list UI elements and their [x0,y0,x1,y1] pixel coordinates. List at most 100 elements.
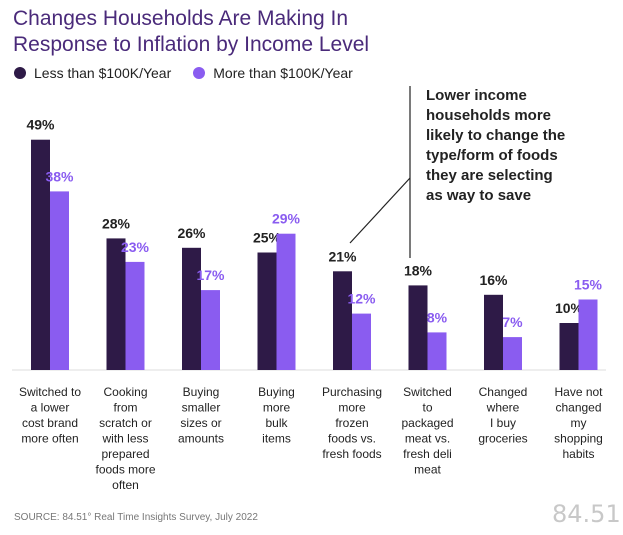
category-label-line: my [571,416,587,430]
category-label-line: foods more [95,463,155,477]
legend-item-low-income: Less than $100K/Year [14,65,171,81]
category-label-line: more often [21,432,78,446]
category-label-2: Buying smaller sizes or amounts [178,385,224,446]
category-label-line: where [486,401,520,415]
category-label-line: fresh foods [322,447,381,461]
category-label-line: items [262,432,291,446]
data-label-low-income-7: 10% [555,300,584,316]
data-label-low-income-6: 16% [479,272,508,288]
legend-swatch-high-income [193,67,206,79]
legend-swatch-low-income [14,67,26,79]
data-label-low-income-4: 21% [328,248,357,264]
category-label-line: more [263,401,291,415]
bar-high-income-7 [578,299,598,370]
category-label-line: scratch or [99,416,152,430]
category-label-line: prepared [101,447,149,461]
data-label-low-income-1: 28% [102,215,131,231]
bar-high-income-0 [50,191,69,370]
data-label-high-income-6: 7% [502,314,523,330]
category-label-line: bulk [265,416,288,430]
category-label-line: from [114,401,138,415]
data-label-high-income-5: 8% [427,309,448,325]
bar-low-income-0 [31,139,50,370]
bar-low-income-7 [559,323,579,370]
data-label-high-income-7: 15% [574,277,603,293]
category-label-line: a lower [31,401,70,415]
title-line-2: Response to Inflation by Income Level [13,33,370,56]
annotation-line-2: households more [426,107,552,124]
category-label-3: Buying more bulk items [258,385,295,446]
category-label-line: Switched to [19,385,81,399]
source-note: SOURCE: 84.51° Real Time Insights Survey… [14,512,258,523]
bar-high-income-2 [201,290,220,370]
annotation-line-4: type/form of foods [426,147,558,164]
title-line-1: Changes Households Are Making In [13,7,349,30]
annotation-line-5: they are selecting [426,167,553,184]
category-label-line: frozen [335,416,368,430]
category-label-line: often [112,478,139,492]
category-label-line: smaller [182,401,221,415]
data-label-high-income-4: 12% [347,291,376,307]
category-label-1: Cooking from scratch or with less prepared fo… [95,385,155,492]
category-label-line: with less [101,432,148,446]
annotation-line-1: Lower income [426,87,527,104]
bar-high-income-1 [125,261,145,370]
bar-low-income-5 [408,285,428,370]
category-label-7: Have not changed my shopping habits [554,385,603,461]
bar-low-income-6 [484,294,503,370]
bar-high-income-6 [503,337,522,370]
category-label-line: Purchasing [322,385,382,399]
bar-low-income-3 [257,252,277,370]
category-label-line: foods vs. [328,432,376,446]
legend-label-low-income: Less than $100K/Year [34,65,172,81]
category-label-line: to [422,401,432,415]
category-label-line: Buying [258,385,295,399]
category-label-line: meat [414,463,441,477]
category-label-line: Changed [479,385,528,399]
chart-title: Changes Households Are Making In Respons… [13,6,533,58]
category-label-line: I buy [490,416,516,430]
category-label-6: Changed where I buy groceries [478,385,527,446]
bar-low-income-2 [182,247,201,370]
data-label-high-income-3: 29% [272,211,301,227]
category-label-line: Switched [403,385,452,399]
category-label-line: fresh deli [403,447,452,461]
data-label-high-income-1: 23% [121,239,150,255]
category-label-0: Switched to a lower cost brand more often [19,385,81,446]
bar-high-income-4 [352,313,371,370]
category-label-line: groceries [478,432,527,446]
data-label-low-income-0: 49% [26,117,55,133]
category-label-line: more [338,401,366,415]
callout-line-to-frozen [349,177,411,244]
category-label-line: packaged [401,416,453,430]
category-label-line: amounts [178,432,224,446]
data-label-high-income-2: 17% [196,267,225,283]
legend: Less than $100K/Year More than $100K/Yea… [14,65,375,81]
bar-high-income-3 [276,233,296,370]
legend-item-high-income: More than $100K/Year [193,65,353,81]
category-label-line: sizes or [180,416,221,430]
brand-logo: 84.51° [552,500,623,528]
annotation-line-3: likely to change the [426,127,566,144]
category-label-line: habits [562,447,594,461]
category-label-4: Purchasing more frozen foods vs. fresh foods [322,385,382,461]
category-label-5: Switched to packaged meat vs. fresh deli meat [401,385,453,477]
data-label-low-income-2: 26% [177,225,206,241]
bar-low-income-1 [106,238,126,370]
category-label-line: changed [555,401,601,415]
bar-high-income-5 [427,332,447,370]
annotation-callout: Lower income households more likely to c… [426,86,616,206]
category-label-line: cost brand [22,416,78,430]
bar-low-income-4 [333,271,352,370]
data-label-low-income-5: 18% [404,262,433,278]
data-label-low-income-3: 25% [253,230,282,246]
category-label-line: meat vs. [405,432,450,446]
annotation-line-6: as way to save [426,187,532,204]
legend-label-high-income: More than $100K/Year [213,65,353,81]
category-label-line: shopping [554,432,603,446]
data-label-high-income-0: 38% [45,168,74,184]
category-label-line: Buying [183,385,220,399]
category-label-line: Have not [554,385,603,399]
category-label-line: Cooking [103,385,147,399]
